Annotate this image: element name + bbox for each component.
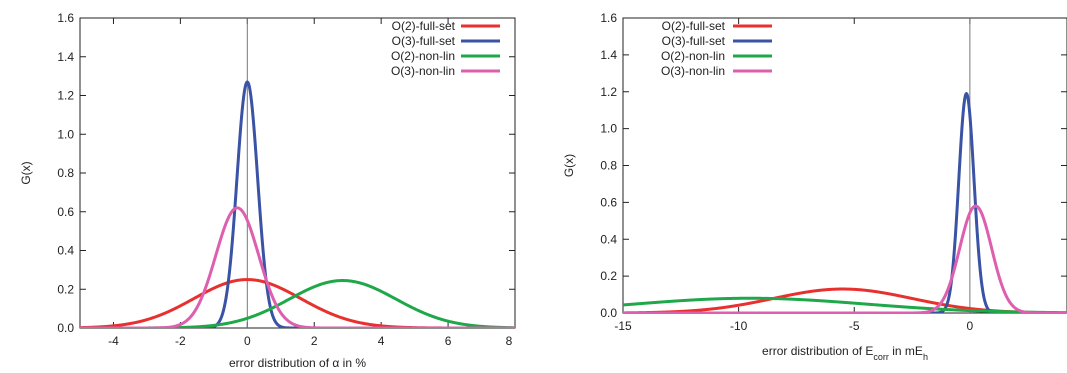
legend-label-o2-non-lin: O(2)-non-lin	[391, 49, 455, 63]
series-line-o3-non-lin	[623, 204, 1067, 313]
y-tick-label: 0.4	[600, 232, 617, 246]
y-tick-label: 0.2	[57, 282, 74, 296]
x-axis-label-part: error distribution of E	[762, 344, 873, 358]
x-tick-label: -10	[730, 319, 748, 333]
y-tick-label: 1.6	[57, 11, 74, 25]
x-axis-label-part: in mE	[889, 344, 923, 358]
x-tick-label: -15	[614, 319, 632, 333]
x-axis-label: error distribution of Ecorr in mEh	[762, 344, 928, 362]
x-axis-label-subscript: corr	[873, 352, 889, 362]
legend-label-o2-full-set: O(2)-full-set	[392, 19, 456, 33]
x-tick-label: -5	[849, 319, 860, 333]
y-tick-label: 0.0	[600, 306, 617, 320]
x-tick-label: -2	[175, 334, 186, 348]
y-axis-label: G(x)	[19, 161, 33, 184]
legend-label-o2-full-set: O(2)-full-set	[662, 19, 726, 33]
x-axis-label-subscript: h	[923, 352, 928, 362]
y-tick-label: 1.2	[57, 89, 74, 103]
legend: O(2)-full-setO(3)-full-setO(2)-non-linO(…	[391, 19, 500, 78]
x-tick-label: -4	[108, 334, 119, 348]
x-tick-label: 2	[311, 334, 318, 348]
legend-label-o3-full-set: O(3)-full-set	[392, 34, 456, 48]
series-line-o2-non-lin	[80, 279, 515, 328]
right-chart-panel: 0.0 0.2 0.4 0.6 0.8 1.0 1.2 1.4 1.6 -15 -10 -5 0 O(2)…	[562, 11, 1067, 362]
y-tick-label: 1.2	[600, 85, 617, 99]
x-tick-label: 4	[378, 334, 385, 348]
legend-label-o3-full-set: O(3)-full-set	[662, 34, 726, 48]
y-tick-label: 1.6	[600, 11, 617, 25]
x-axis-label-part: error distribution of α in %	[229, 356, 366, 370]
y-tick-label: 0.6	[57, 205, 74, 219]
y-tick-label: 0.6	[600, 195, 617, 209]
y-tick-label: 0.4	[57, 244, 74, 258]
series-line-o2-full-set	[80, 278, 515, 328]
left-chart-panel: 0.0 0.2 0.4 0.6 0.8 1.0 1.2 1.4 1.6 -4 -2 0 2 4 6 8 O(2)…	[19, 11, 516, 370]
x-axis-label: error distribution of α in %	[229, 356, 366, 370]
x-tick-label: 0	[967, 319, 974, 333]
series-line-o3-full-set	[80, 80, 515, 328]
y-axis-label: G(x)	[562, 154, 576, 177]
y-tick-label: 1.4	[600, 48, 617, 62]
series-line-o2-non-lin	[623, 296, 1067, 313]
series-line-o3-non-lin	[80, 206, 515, 328]
y-tick-label: 1.0	[57, 127, 74, 141]
legend-label-o3-non-lin: O(3)-non-lin	[391, 64, 455, 78]
y-tick-label: 0.2	[600, 269, 617, 283]
y-tick-label: 0.8	[600, 159, 617, 173]
x-tick-label: 6	[445, 334, 452, 348]
y-tick-label: 1.4	[57, 50, 74, 64]
legend: O(2)-full-setO(3)-full-setO(2)-non-linO(…	[661, 19, 772, 78]
y-tick-label: 1.0	[600, 122, 617, 136]
y-tick-label: 0.0	[57, 321, 74, 335]
y-tick-label: 0.8	[57, 166, 74, 180]
x-tick-label: 0	[244, 334, 251, 348]
x-tick-label: 8	[506, 334, 513, 348]
legend-label-o3-non-lin: O(3)-non-lin	[661, 64, 725, 78]
legend-label-o2-non-lin: O(2)-non-lin	[661, 49, 725, 63]
